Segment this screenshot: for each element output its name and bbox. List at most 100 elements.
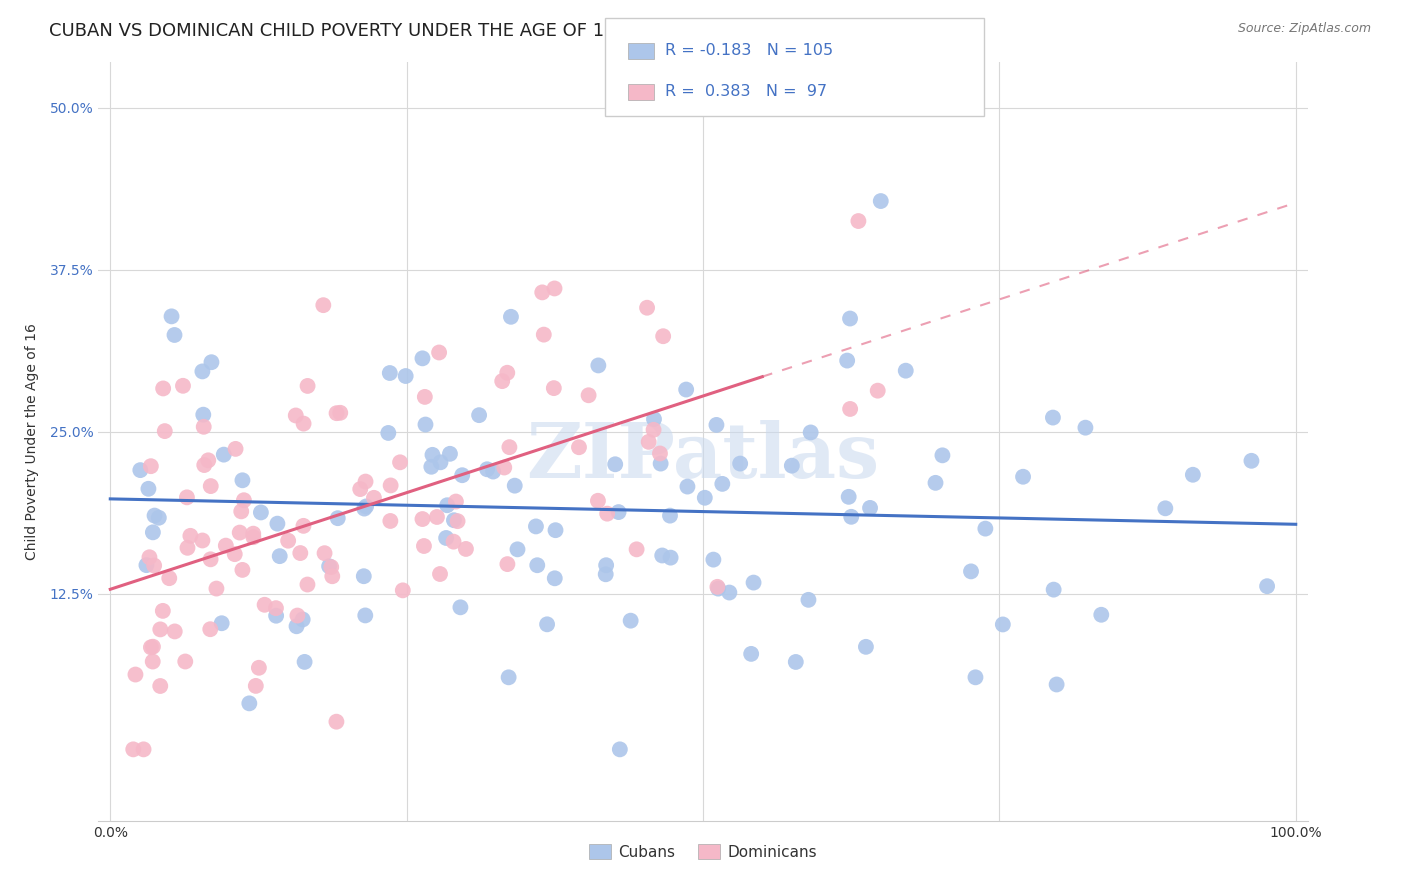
Cubans (378, 366, 401, 380)
Cubans (675, 383, 697, 397)
Dominicans (329, 406, 352, 420)
Cubans (449, 600, 471, 615)
Dominicans (191, 533, 214, 548)
Dominicans (287, 608, 309, 623)
Dominicans (314, 546, 336, 560)
Cubans (785, 655, 807, 669)
Cubans (742, 575, 765, 590)
Cubans (353, 501, 375, 516)
Cubans (211, 616, 233, 631)
Dominicans (543, 281, 565, 295)
Cubans (837, 353, 859, 368)
Cubans (960, 565, 983, 579)
Dominicans (232, 493, 254, 508)
Dominicans (496, 557, 519, 571)
Dominicans (139, 459, 162, 474)
Dominicans (153, 424, 176, 438)
Cubans (1012, 469, 1035, 483)
Cubans (650, 457, 672, 471)
Cubans (354, 500, 377, 514)
Cubans (1090, 607, 1112, 622)
Cubans (200, 355, 222, 369)
Cubans (291, 612, 314, 626)
Cubans (506, 542, 529, 557)
Cubans (264, 608, 287, 623)
Dominicans (200, 622, 222, 636)
Cubans (1181, 467, 1204, 482)
Cubans (1154, 501, 1177, 516)
Dominicans (496, 366, 519, 380)
Dominicans (225, 442, 247, 456)
Dominicans (426, 510, 449, 524)
Dominicans (568, 440, 591, 454)
Cubans (499, 310, 522, 324)
Text: CUBAN VS DOMINICAN CHILD POVERTY UNDER THE AGE OF 16 CORRELATION CHART: CUBAN VS DOMINICAN CHILD POVERTY UNDER T… (49, 22, 817, 40)
Cubans (544, 571, 567, 585)
Dominicans (498, 440, 520, 454)
Dominicans (443, 534, 465, 549)
Cubans (693, 491, 716, 505)
Cubans (498, 670, 520, 684)
Dominicans (446, 514, 468, 528)
Cubans (609, 742, 631, 756)
Dominicans (172, 379, 194, 393)
Cubans (965, 670, 987, 684)
Dominicans (533, 327, 555, 342)
Cubans (354, 608, 377, 623)
Cubans (839, 509, 862, 524)
Cubans (855, 640, 877, 654)
Dominicans (231, 504, 253, 518)
Cubans (1046, 677, 1069, 691)
Cubans (605, 457, 627, 471)
Cubans (212, 448, 235, 462)
Cubans (1042, 410, 1064, 425)
Cubans (1074, 420, 1097, 434)
Cubans (1240, 454, 1263, 468)
Dominicans (380, 514, 402, 528)
Dominicans (253, 598, 276, 612)
Cubans (728, 457, 751, 471)
Dominicans (321, 569, 343, 583)
Cubans (702, 552, 724, 566)
Dominicans (224, 547, 246, 561)
Dominicans (321, 560, 343, 574)
Dominicans (531, 285, 554, 300)
Dominicans (411, 512, 433, 526)
Dominicans (290, 546, 312, 560)
Dominicans (242, 530, 264, 544)
Cubans (420, 459, 443, 474)
Cubans (129, 463, 152, 477)
Cubans (434, 531, 457, 545)
Dominicans (242, 526, 264, 541)
Cubans (536, 617, 558, 632)
Cubans (800, 425, 823, 440)
Dominicans (292, 417, 315, 431)
Cubans (160, 310, 183, 324)
Cubans (595, 558, 617, 573)
Cubans (138, 482, 160, 496)
Dominicans (193, 458, 215, 472)
Dominicans (413, 390, 436, 404)
Cubans (468, 408, 491, 422)
Cubans (839, 311, 862, 326)
Dominicans (228, 525, 250, 540)
Cubans (429, 455, 451, 469)
Dominicans (264, 601, 287, 615)
Cubans (411, 351, 433, 366)
Cubans (974, 522, 997, 536)
Dominicans (349, 482, 371, 496)
Cubans (143, 508, 166, 523)
Dominicans (163, 624, 186, 639)
Cubans (659, 508, 682, 523)
Dominicans (205, 582, 228, 596)
Dominicans (839, 401, 862, 416)
Dominicans (866, 384, 889, 398)
Dominicans (197, 453, 219, 467)
Cubans (524, 519, 547, 533)
Dominicans (138, 550, 160, 565)
Dominicans (429, 567, 451, 582)
Cubans (924, 475, 946, 490)
Cubans (285, 619, 308, 633)
Cubans (318, 559, 340, 574)
Cubans (620, 614, 643, 628)
